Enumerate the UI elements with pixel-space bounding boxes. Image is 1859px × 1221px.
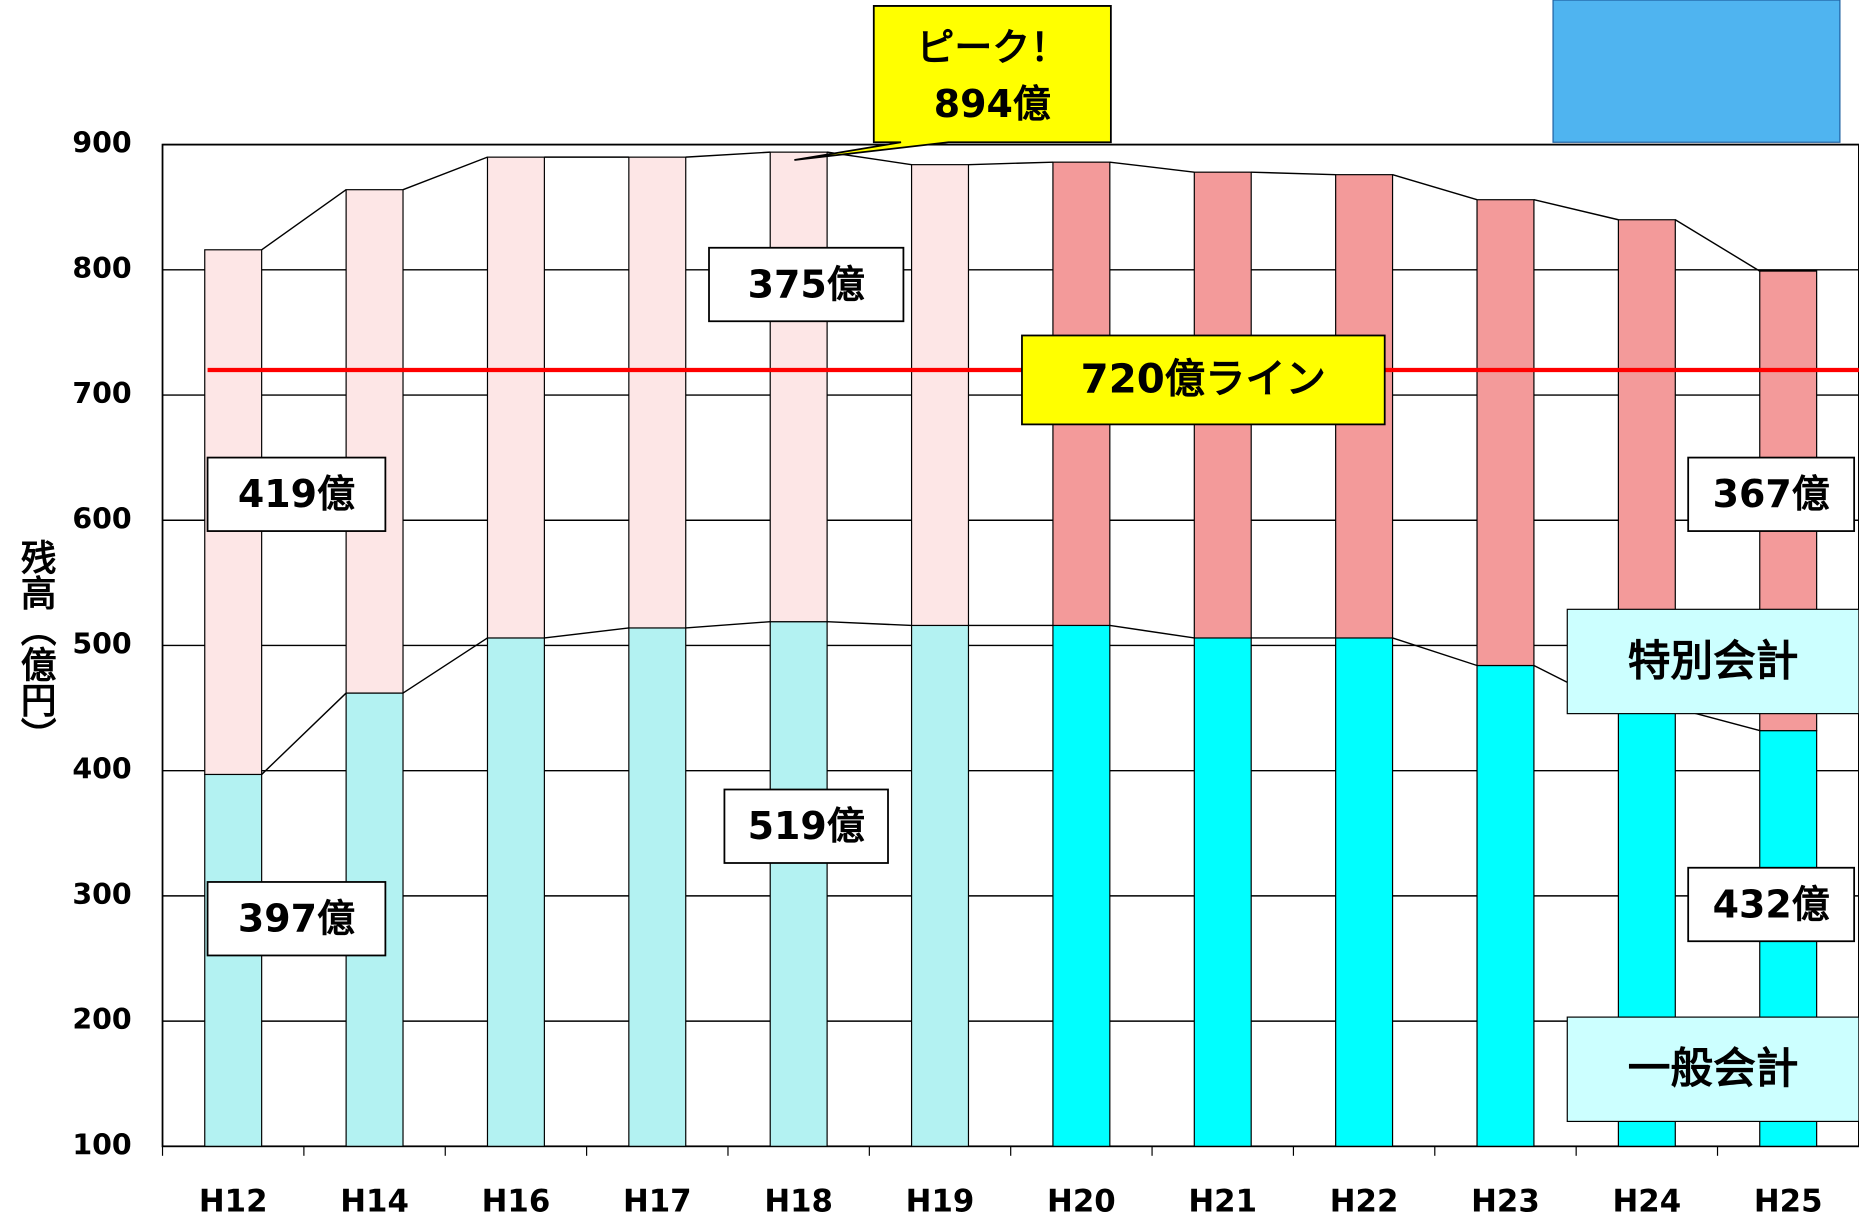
value-label-box	[723, 788, 889, 864]
peak-annotation: 894億	[934, 82, 1051, 126]
connector-line	[402, 637, 488, 694]
connector-line	[1392, 637, 1478, 667]
y-tick-label: 900	[72, 127, 131, 160]
x-tick-label: H18	[764, 1184, 833, 1220]
connector-line	[685, 620, 771, 629]
connector-line	[261, 692, 347, 775]
connector-line	[1533, 199, 1619, 221]
bar-segment	[910, 164, 970, 627]
bar-segment	[910, 624, 970, 1147]
bar-segment	[345, 189, 404, 694]
y-tick-label: 700	[72, 377, 131, 410]
value-label: 419億	[238, 472, 355, 516]
value-label-box	[708, 246, 905, 323]
y-tick-label: 300	[72, 878, 131, 911]
connector-line	[827, 620, 912, 627]
x-tick-label: H14	[340, 1184, 409, 1220]
y-tick-label: 500	[72, 627, 131, 660]
x-tick-label: H24	[1613, 1184, 1682, 1220]
connector-line	[1109, 624, 1195, 639]
clipart	[1552, 0, 1841, 143]
peak-annotation: ピーク！	[916, 25, 1068, 69]
bar-segment	[204, 773, 263, 1147]
x-tick-label: H16	[482, 1184, 551, 1220]
x-tick-label: H22	[1330, 1184, 1399, 1220]
bar-segment	[1335, 637, 1394, 1147]
connector-line	[1674, 219, 1761, 272]
bar-segment	[486, 637, 545, 1147]
value-label: 367億	[1713, 472, 1830, 516]
connector-line	[968, 161, 1053, 166]
connector-line	[544, 627, 629, 639]
connector-line	[261, 189, 347, 251]
callout-box	[794, 5, 1112, 161]
value-label-box	[1687, 866, 1856, 943]
connector-line	[1109, 161, 1195, 173]
bar-segment	[1476, 199, 1535, 667]
x-tick-label: H23	[1471, 1184, 1540, 1220]
y-tick-label: 400	[72, 753, 131, 786]
y-tick-label: 100	[72, 1128, 131, 1161]
x-tick-label: H12	[199, 1184, 268, 1220]
connector-line	[1251, 171, 1336, 176]
x-tick-label: H21	[1188, 1184, 1257, 1220]
value-label-box	[206, 881, 387, 957]
y-tick-label: 600	[72, 502, 131, 535]
y-axis-label: 残高（億円）	[15, 539, 56, 752]
legend-label: 特別会計	[1628, 636, 1799, 686]
bar-segment	[769, 621, 828, 1147]
bar-segment	[769, 151, 828, 623]
x-tick-label: H25	[1754, 1184, 1823, 1220]
y-tick-label: 800	[72, 252, 131, 285]
x-tick-label: H20	[1047, 1184, 1116, 1220]
legend-label: 一般会計	[1628, 1044, 1799, 1094]
value-label: 519億	[748, 804, 865, 848]
legend-box	[1566, 1016, 1859, 1123]
reference-label: 720億ライン	[1081, 356, 1326, 403]
x-tick-label: H17	[623, 1184, 692, 1220]
connector-line	[1392, 173, 1478, 201]
bar-segment	[1193, 637, 1252, 1147]
value-label: 375億	[748, 262, 865, 306]
bar-segment	[628, 627, 687, 1147]
connector-line	[685, 151, 771, 158]
bar-segment	[486, 156, 545, 639]
value-label-box	[206, 456, 387, 532]
connector-line	[402, 156, 488, 191]
bar-segment	[1476, 664, 1535, 1147]
legend-box	[1566, 608, 1859, 715]
y-tick-label: 200	[72, 1003, 131, 1036]
value-label: 432億	[1713, 882, 1830, 926]
value-label: 397億	[238, 897, 355, 941]
bar-segment	[628, 156, 687, 629]
value-label-box	[1687, 456, 1856, 532]
reference-label-box	[1021, 334, 1386, 426]
bar-segment	[1052, 624, 1111, 1147]
x-tick-label: H19	[906, 1184, 975, 1220]
